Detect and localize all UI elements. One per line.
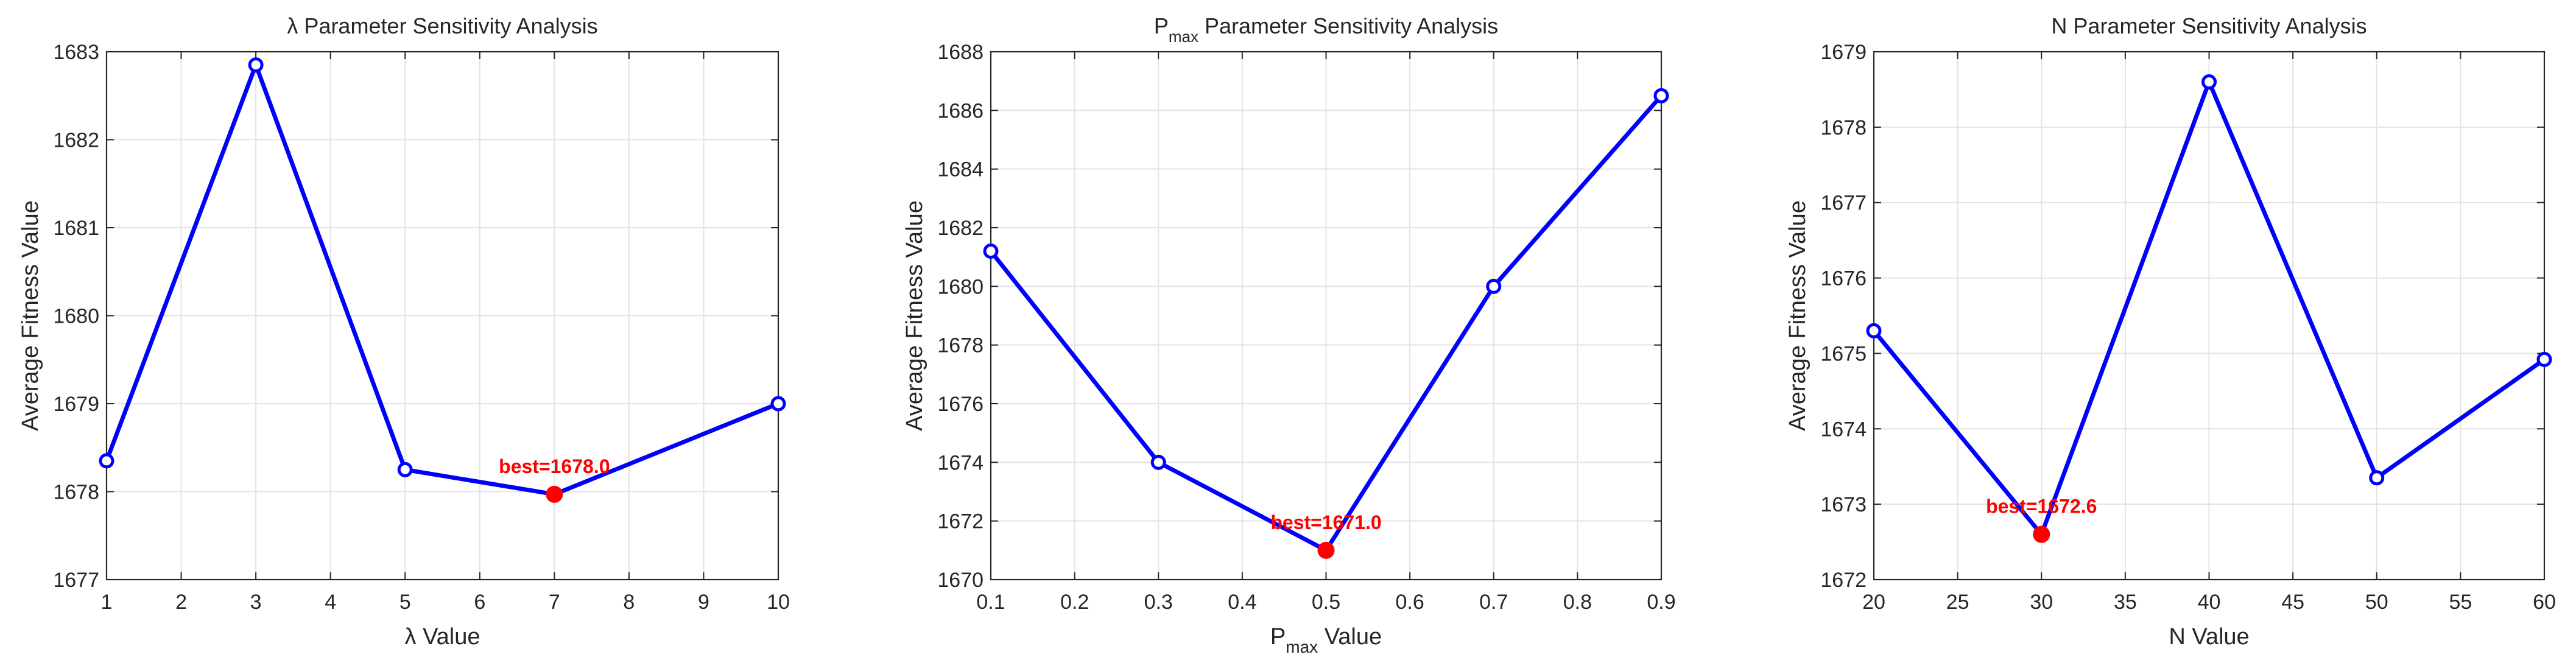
x-tick-label: 4 — [325, 591, 336, 614]
data-point — [1653, 88, 1669, 104]
best-point-marker — [546, 485, 563, 503]
data-point — [99, 453, 114, 469]
y-tick-label: 1682 — [937, 217, 984, 240]
x-tick-label: 5 — [399, 591, 411, 614]
chart-3: 20 25 30 35 40 45 50 55 60 1672 1673 1674 1675 1676 16… — [1785, 13, 2556, 650]
y-tick-label: 1672 — [937, 510, 984, 533]
data-point — [248, 57, 264, 73]
x-tick-label: 9 — [698, 591, 709, 614]
y-tick-label: 1680 — [53, 305, 99, 328]
y-tick-label: 1679 — [53, 393, 99, 416]
x-tick-label: 0.8 — [1563, 591, 1592, 614]
y-tick-label: 1674 — [937, 451, 984, 474]
x-tick-label: 0.7 — [1479, 591, 1508, 614]
y-tick-label: 1678 — [1820, 116, 1867, 139]
y-tick-label: 1673 — [1820, 493, 1867, 516]
chart-1: 1 2 3 4 5 6 7 8 9 10 1677 1678 1679 1680 1681 1682 1683 λ… — [18, 13, 790, 650]
best-point-marker — [1317, 541, 1335, 559]
chart-title-sub: max — [1169, 27, 1198, 46]
x-axis-label-rest: Value — [1318, 624, 1382, 650]
chart-2: 0.1 0.2 0.3 0.4 0.5 0.6 0.7 0.8 0.9 1670 1672 1674 1… — [902, 13, 1676, 656]
y-tick-label: 1674 — [1820, 418, 1867, 441]
x-tick-label: 20 — [1862, 591, 1885, 614]
x-tick-label: 8 — [623, 591, 635, 614]
best-point-marker — [2033, 525, 2050, 543]
y-tick-label: 1675 — [1820, 342, 1867, 365]
y-tick-label: 1678 — [937, 334, 984, 357]
x-tick-label: 6 — [474, 591, 485, 614]
chart-title: Pmax Parameter Sensitivity Analysis — [1154, 13, 1498, 46]
x-tick-label: 35 — [2114, 591, 2137, 614]
data-point — [770, 396, 786, 412]
y-tick-label: 1676 — [1820, 267, 1867, 290]
x-tick-label: 50 — [2365, 591, 2388, 614]
x-tick-label: 3 — [250, 591, 262, 614]
y-tick-label: 1686 — [937, 99, 984, 122]
x-tick-label: 30 — [2030, 591, 2053, 614]
x-tick-label: 0.9 — [1647, 591, 1675, 614]
x-tick-label: 55 — [2449, 591, 2472, 614]
y-tick-label: 1672 — [1820, 569, 1867, 592]
y-axis-label: Average Fitness Value — [18, 200, 43, 431]
best-point-label: best=1672.6 — [1986, 496, 2097, 518]
data-point — [1866, 323, 1882, 339]
data-point — [397, 462, 413, 477]
y-tick-label: 1688 — [937, 41, 984, 64]
x-tick-label: 2 — [175, 591, 187, 614]
chart-title-rest: Parameter Sensitivity Analysis — [1198, 13, 1498, 38]
y-tick-label: 1670 — [937, 569, 984, 592]
x-axis-label-main: P — [1270, 624, 1286, 650]
y-axis-label: Average Fitness Value — [902, 200, 927, 431]
y-tick-label: 1678 — [53, 481, 99, 504]
x-tick-label: 10 — [767, 591, 790, 614]
x-tick-label: 0.2 — [1060, 591, 1089, 614]
y-tick-label: 1682 — [53, 129, 99, 152]
data-point — [2369, 470, 2385, 486]
data-point — [1486, 278, 1502, 294]
data-point — [2536, 351, 2552, 367]
y-tick-label: 1680 — [937, 275, 984, 298]
x-tick-label: 40 — [2198, 591, 2221, 614]
x-tick-label: 1 — [101, 591, 113, 614]
chart-title-main: P — [1154, 13, 1169, 38]
y-tick-label: 1679 — [1820, 41, 1867, 64]
data-point — [2201, 74, 2217, 90]
x-tick-label: 45 — [2281, 591, 2304, 614]
x-tick-label: 25 — [1946, 591, 1969, 614]
x-tick-label: 0.4 — [1228, 591, 1256, 614]
y-tick-label: 1683 — [53, 41, 99, 64]
y-tick-label: 1684 — [937, 158, 984, 181]
data-point — [1150, 454, 1166, 470]
y-tick-label: 1681 — [53, 217, 99, 240]
chart-title: λ Parameter Sensitivity Analysis — [287, 13, 597, 38]
x-tick-label: 60 — [2533, 591, 2556, 614]
y-tick-label: 1676 — [937, 393, 984, 416]
x-axis-label-sub: max — [1286, 637, 1318, 656]
chart-title: N Parameter Sensitivity Analysis — [2051, 13, 2367, 38]
y-tick-label: 1677 — [53, 569, 99, 592]
x-tick-label: 0.3 — [1144, 591, 1173, 614]
y-axis-label: Average Fitness Value — [1785, 200, 1811, 431]
x-axis-label: Pmax Value — [1270, 624, 1382, 656]
x-axis-label: N Value — [2169, 624, 2249, 650]
best-point-label: best=1678.0 — [499, 455, 610, 477]
x-tick-label: 0.6 — [1395, 591, 1424, 614]
x-tick-label: 7 — [549, 591, 560, 614]
x-axis-label: λ Value — [405, 624, 480, 650]
x-tick-label: 0.5 — [1312, 591, 1340, 614]
y-tick-label: 1677 — [1820, 192, 1867, 215]
x-tick-label: 0.1 — [976, 591, 1005, 614]
data-point — [983, 244, 999, 259]
best-point-label: best=1671.0 — [1270, 511, 1381, 533]
